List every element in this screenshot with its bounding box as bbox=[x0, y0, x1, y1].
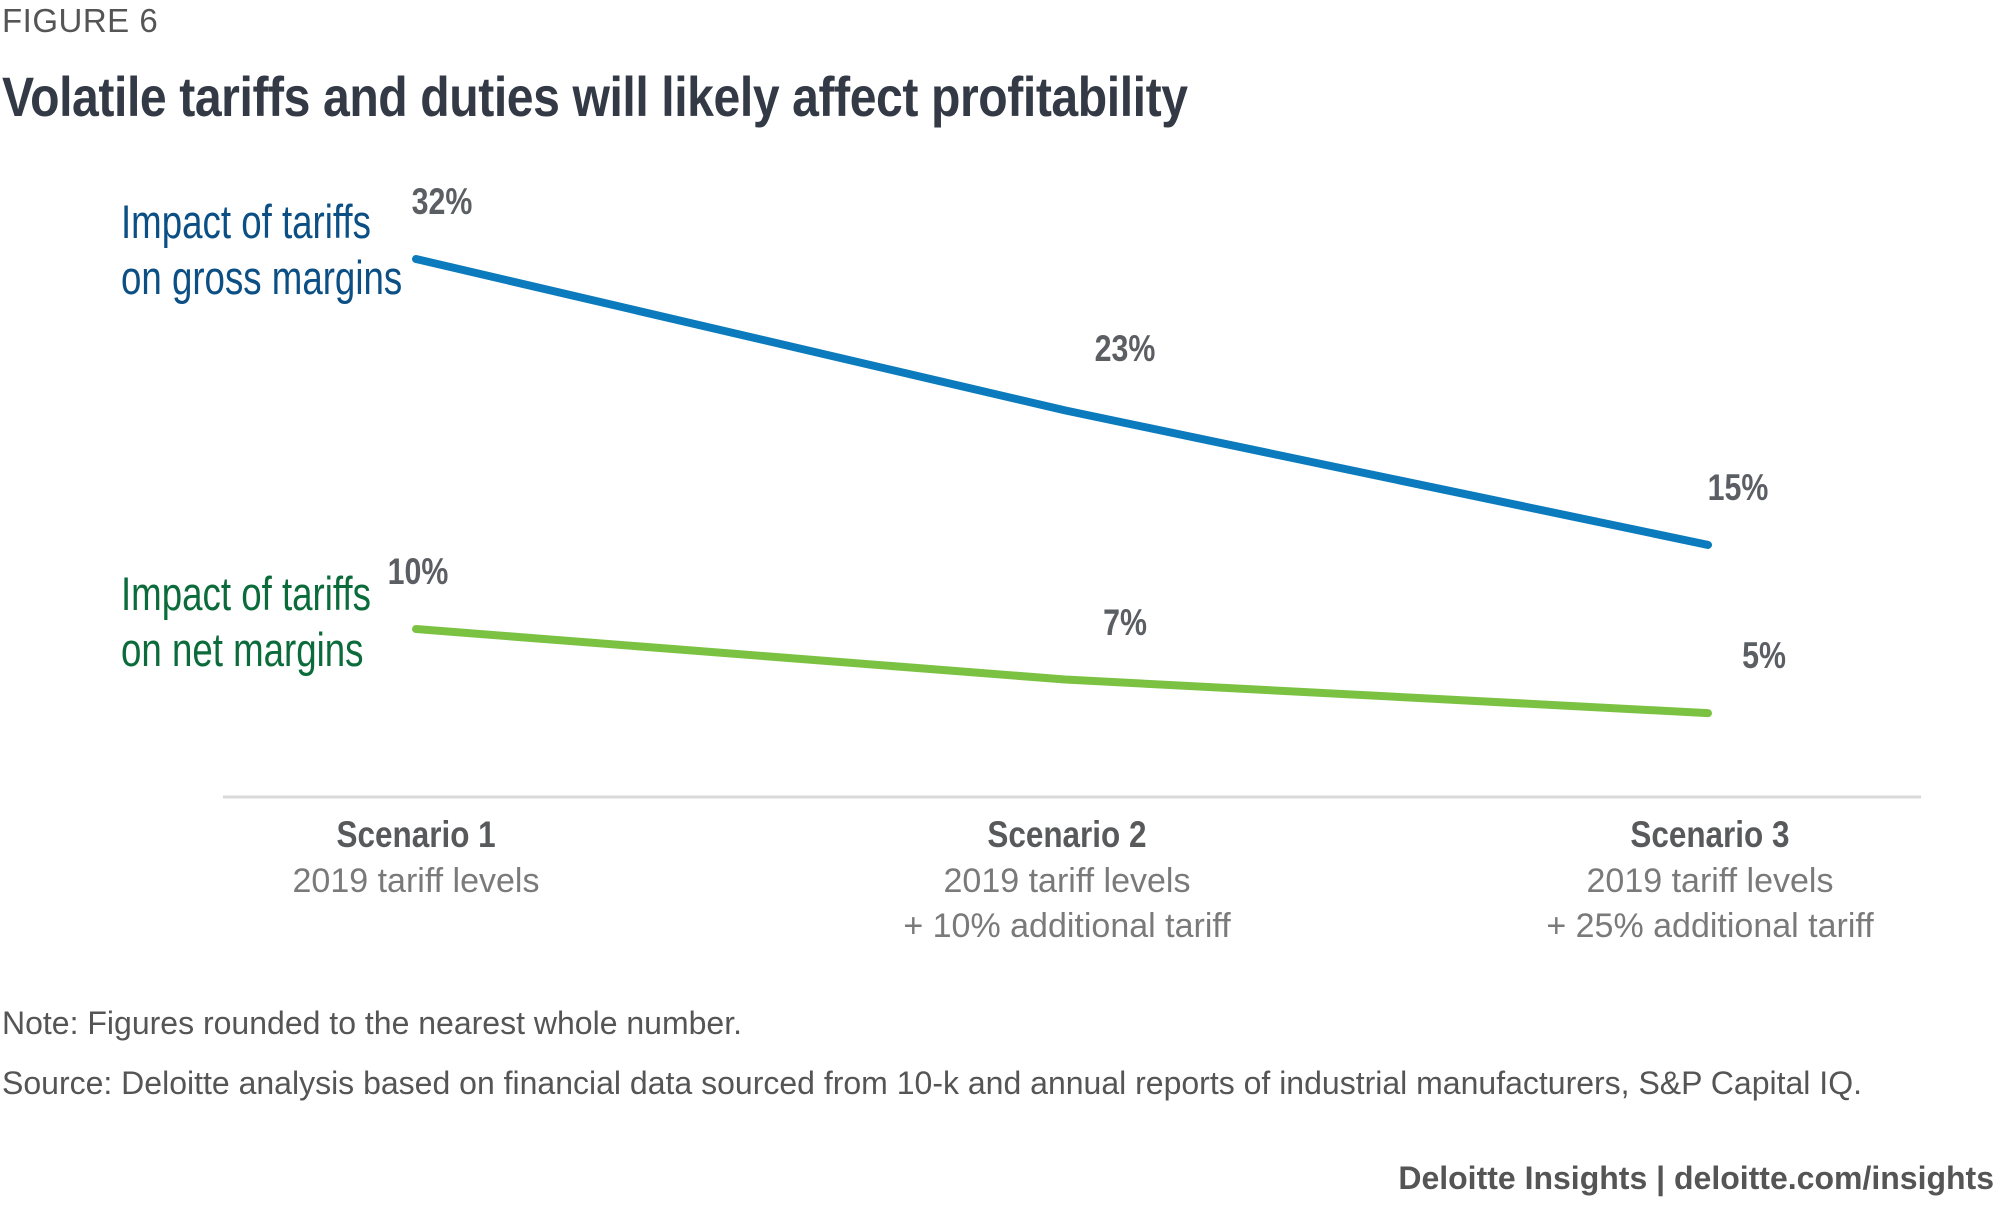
data-label: 10% bbox=[387, 551, 449, 593]
scenario-name: Scenario 2 bbox=[987, 814, 1147, 855]
scenario-description: + 10% additional tariff bbox=[903, 907, 1231, 945]
series-line-1 bbox=[412, 625, 1712, 718]
series-label-gross-margins: Impact of tariffs on gross margins bbox=[121, 194, 402, 306]
series-line-0 bbox=[412, 255, 1712, 549]
scenario-description: 2019 tariff levels bbox=[1586, 862, 1834, 900]
data-label: 32% bbox=[411, 181, 473, 222]
scenario-description: 2019 tariff levels bbox=[943, 862, 1191, 900]
data-label: 23% bbox=[1094, 328, 1156, 370]
x-tick-label: Scenario 1 2019 tariff levels bbox=[293, 812, 540, 904]
data-label: 15% bbox=[1707, 466, 1769, 508]
scenario-description: + 25% additional tariff bbox=[1546, 907, 1874, 945]
series-label-line: on net margins bbox=[121, 623, 364, 676]
x-tick-label: Scenario 2 2019 tariff levels + 10% additi… bbox=[903, 812, 1230, 949]
chart-source: Source: Deloitte analysis based on finan… bbox=[2, 1065, 1862, 1101]
data-label: 7% bbox=[1103, 601, 1147, 643]
chart-title: Volatile tariffs and duties will likely … bbox=[2, 65, 1188, 128]
series-label-line: on gross margins bbox=[121, 251, 403, 304]
chart-note: Note: Figures rounded to the nearest who… bbox=[2, 1005, 742, 1041]
series-label-net-margins: Impact of tariffs on net margins bbox=[121, 566, 371, 678]
series-label-line: Impact of tariffs bbox=[121, 195, 371, 248]
data-label: 5% bbox=[1742, 635, 1786, 677]
scenario-name: Scenario 3 bbox=[1630, 814, 1790, 855]
scenario-description: 2019 tariff levels bbox=[292, 862, 540, 900]
series-label-line: Impact of tariffs bbox=[121, 567, 371, 620]
scenario-name: Scenario 1 bbox=[336, 814, 496, 855]
x-tick-label: Scenario 3 2019 tariff levels + 25% additi… bbox=[1546, 812, 1873, 949]
figure-label: FIGURE 6 bbox=[2, 2, 159, 39]
footer-credit: Deloitte Insights | deloitte.com/insight… bbox=[1398, 1160, 1994, 1196]
